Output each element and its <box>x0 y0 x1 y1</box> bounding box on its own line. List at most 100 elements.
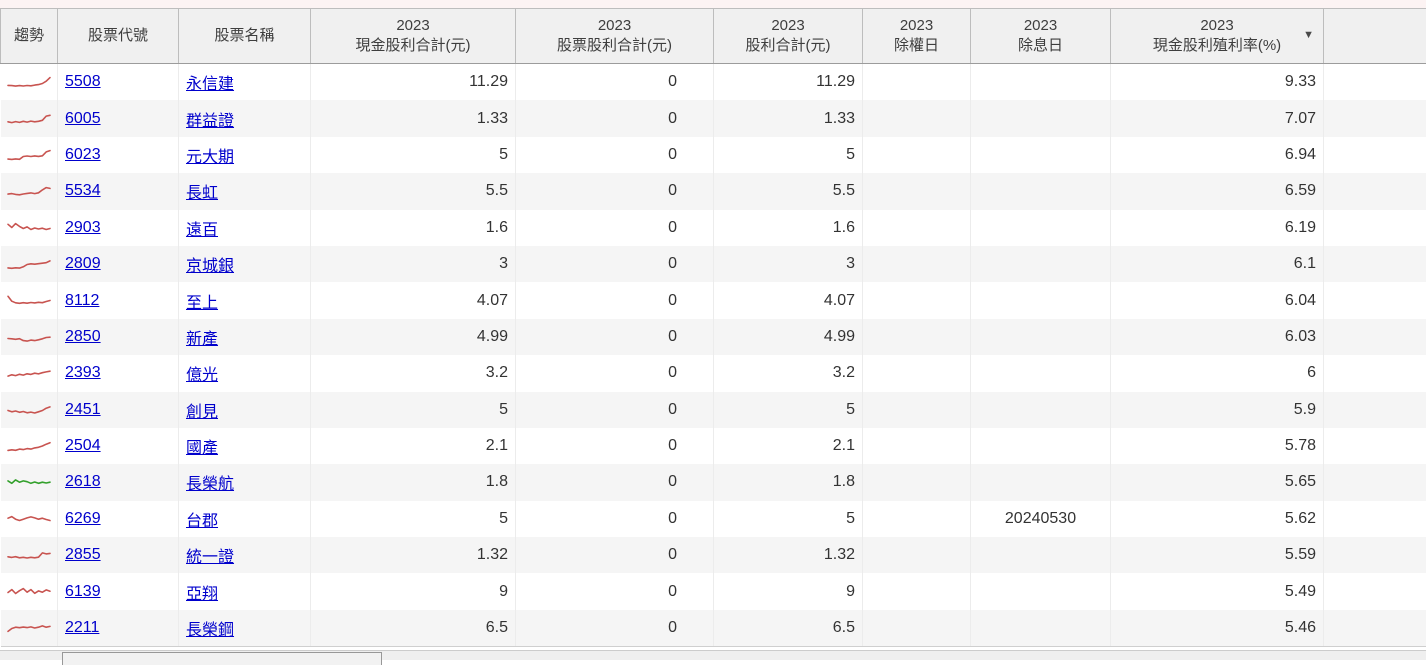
stock-code-link[interactable]: 2211 <box>65 619 99 636</box>
page-select-partial[interactable] <box>62 652 382 665</box>
stock-name-link[interactable]: 京城銀 <box>179 246 311 282</box>
stock-code-link[interactable]: 2393 <box>65 364 101 381</box>
cash-dividend-cell: 3 <box>311 246 516 282</box>
stock-code-link[interactable]: 5508 <box>65 73 101 90</box>
stock-name-link[interactable]: 台郡 <box>186 513 218 530</box>
stock-code-link[interactable]: 6269 <box>65 510 101 527</box>
header-year: 2023 <box>971 16 1110 36</box>
stock-name-link[interactable]: 永信建 <box>179 64 311 101</box>
stock-code-link[interactable]: 2850 <box>58 319 179 355</box>
total-dividend-cell: 5 <box>714 392 863 428</box>
col-header-blank <box>1324 9 1426 64</box>
ex-dividend-date-cell: 20240530 <box>971 501 1111 537</box>
header-label: 股利合計(元) <box>714 36 862 56</box>
blank-cell <box>1324 464 1426 500</box>
col-header-cash-yield[interactable]: 2023 現金股利殖利率(%) ▼ <box>1111 9 1324 64</box>
stock-name-link[interactable]: 長虹 <box>186 185 218 202</box>
stock-code-link[interactable]: 6269 <box>58 501 179 537</box>
stock-code-link[interactable]: 8112 <box>58 282 179 318</box>
stock-code-link[interactable]: 2618 <box>58 464 179 500</box>
trend-sparkline <box>1 246 58 282</box>
stock-name-link[interactable]: 長榮航 <box>186 476 234 493</box>
stock-dividend-cell: 0 <box>516 537 714 573</box>
blank-cell <box>1324 501 1426 537</box>
stock-name-link[interactable]: 創見 <box>179 392 311 428</box>
stock-name-link[interactable]: 創見 <box>186 404 218 421</box>
stock-code-link[interactable]: 2809 <box>65 255 101 272</box>
stock-code-link[interactable]: 8112 <box>65 292 99 309</box>
stock-code-link[interactable]: 6139 <box>65 583 101 600</box>
stock-code-link[interactable]: 2504 <box>58 428 179 464</box>
stock-code-link[interactable]: 5508 <box>58 64 179 101</box>
trend-sparkline <box>1 282 58 318</box>
stock-code-link[interactable]: 6005 <box>58 100 179 136</box>
stock-code-link[interactable]: 6139 <box>58 573 179 609</box>
stock-code-link[interactable]: 2850 <box>65 328 101 345</box>
stock-name-link[interactable]: 元大期 <box>186 149 234 166</box>
stock-name-link[interactable]: 元大期 <box>179 137 311 173</box>
stock-name-link[interactable]: 台郡 <box>179 501 311 537</box>
ex-dividend-date-cell <box>971 282 1111 318</box>
col-header-cash-dividend: 2023 現金股利合計(元) <box>311 9 516 64</box>
stock-name-link[interactable]: 至上 <box>179 282 311 318</box>
stock-name-link[interactable]: 遠百 <box>186 222 218 239</box>
stock-name-link[interactable]: 永信建 <box>186 76 234 93</box>
header-label: 現金股利合計(元) <box>311 36 515 56</box>
stock-name-link[interactable]: 遠百 <box>179 210 311 246</box>
stock-code-link[interactable]: 2211 <box>58 610 179 647</box>
stock-name-link[interactable]: 至上 <box>186 295 218 312</box>
stock-code-link[interactable]: 2618 <box>65 473 101 490</box>
ex-rights-date-cell <box>863 392 971 428</box>
stock-code-link[interactable]: 5534 <box>58 173 179 209</box>
stock-code-link[interactable]: 2504 <box>65 437 101 454</box>
stock-name-link[interactable]: 億光 <box>179 355 311 391</box>
header-label: 除權日 <box>863 36 970 56</box>
stock-name-link[interactable]: 亞翔 <box>186 586 218 603</box>
stock-code-link[interactable]: 2903 <box>58 210 179 246</box>
stock-code-link[interactable]: 2903 <box>65 219 101 236</box>
stock-name-link[interactable]: 長榮鋼 <box>179 610 311 647</box>
header-year: 2023 <box>1111 16 1323 36</box>
stock-code-link[interactable]: 6005 <box>65 110 101 127</box>
stock-name-link[interactable]: 新產 <box>179 319 311 355</box>
stock-name-link[interactable]: 京城銀 <box>186 258 234 275</box>
stock-name-link[interactable]: 群益證 <box>186 113 234 130</box>
stock-code-link[interactable]: 2809 <box>58 246 179 282</box>
trend-sparkline <box>1 464 58 500</box>
cash-dividend-cell: 5 <box>311 137 516 173</box>
cash-yield-cell: 9.33 <box>1111 64 1324 101</box>
stock-name-link[interactable]: 統一證 <box>186 549 234 566</box>
stock-code-link[interactable]: 6023 <box>58 137 179 173</box>
stock-dividend-cell: 0 <box>516 501 714 537</box>
stock-name-link[interactable]: 國產 <box>179 428 311 464</box>
cash-yield-cell: 6.19 <box>1111 210 1324 246</box>
stock-name-link[interactable]: 新產 <box>186 331 218 348</box>
cash-dividend-cell: 3.2 <box>311 355 516 391</box>
stock-name-link[interactable]: 億光 <box>186 367 218 384</box>
stock-code-link[interactable]: 2855 <box>65 546 101 563</box>
stock-dividend-cell: 0 <box>516 282 714 318</box>
stock-code-link[interactable]: 2855 <box>58 537 179 573</box>
total-dividend-cell: 4.99 <box>714 319 863 355</box>
stock-name-link[interactable]: 國產 <box>186 440 218 457</box>
stock-code-link[interactable]: 2393 <box>58 355 179 391</box>
stock-name-link[interactable]: 長虹 <box>179 173 311 209</box>
stock-code-link[interactable]: 2451 <box>65 401 101 418</box>
trend-sparkline <box>1 355 58 391</box>
cash-yield-cell: 6.04 <box>1111 282 1324 318</box>
stock-name-link[interactable]: 長榮鋼 <box>186 622 234 639</box>
ex-dividend-date-cell <box>971 210 1111 246</box>
stock-name-link[interactable]: 統一證 <box>179 537 311 573</box>
stock-dividend-cell: 0 <box>516 173 714 209</box>
stock-name-link[interactable]: 群益證 <box>179 100 311 136</box>
stock-dividend-cell: 0 <box>516 100 714 136</box>
sort-descending-icon[interactable]: ▼ <box>1303 30 1314 41</box>
stock-name-link[interactable]: 亞翔 <box>179 573 311 609</box>
stock-code-link[interactable]: 6023 <box>65 146 101 163</box>
stock-name-link[interactable]: 長榮航 <box>179 464 311 500</box>
stock-code-link[interactable]: 2451 <box>58 392 179 428</box>
stock-code-link[interactable]: 5534 <box>65 182 101 199</box>
